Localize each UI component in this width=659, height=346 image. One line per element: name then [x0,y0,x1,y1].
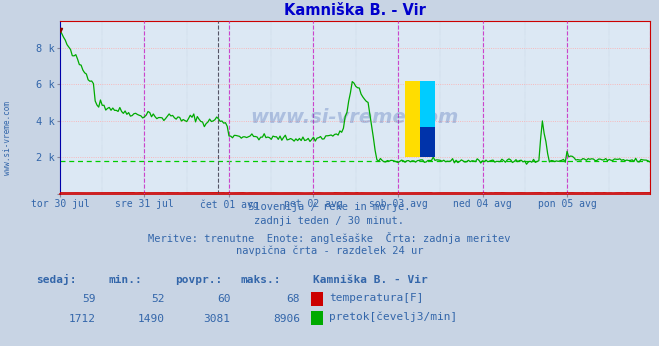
Text: pretok[čevelj3/min]: pretok[čevelj3/min] [330,311,458,322]
Text: www.si-vreme.com: www.si-vreme.com [3,101,13,175]
Text: Kamniška B. - Vir: Kamniška B. - Vir [313,275,428,285]
Text: sedaj:: sedaj: [36,274,76,285]
Text: 8906: 8906 [273,313,300,324]
Text: 59: 59 [82,294,96,304]
Text: Meritve: trenutne  Enote: anglešaške  Črta: zadnja meritev: Meritve: trenutne Enote: anglešaške Črta… [148,232,511,244]
Text: min.:: min.: [109,275,142,285]
Text: 52: 52 [152,294,165,304]
Text: maks.:: maks.: [241,275,281,285]
Text: 1712: 1712 [69,313,96,324]
Bar [420,81,435,127]
Text: Slovenija / reke in morje.: Slovenija / reke in morje. [248,202,411,212]
Text: 68: 68 [287,294,300,304]
Text: temperatura[F]: temperatura[F] [330,293,424,303]
Title: Kamniška B. - Vir: Kamniška B. - Vir [284,3,426,18]
Bar [420,127,435,157]
Text: 1490: 1490 [138,313,165,324]
Text: povpr.:: povpr.: [175,275,222,285]
Text: 3081: 3081 [204,313,231,324]
Text: 60: 60 [217,294,231,304]
Bar [405,81,420,157]
Text: navpična črta - razdelek 24 ur: navpična črta - razdelek 24 ur [236,246,423,256]
Text: www.si-vreme.com: www.si-vreme.com [250,108,459,127]
Text: zadnji teden / 30 minut.: zadnji teden / 30 minut. [254,216,405,226]
